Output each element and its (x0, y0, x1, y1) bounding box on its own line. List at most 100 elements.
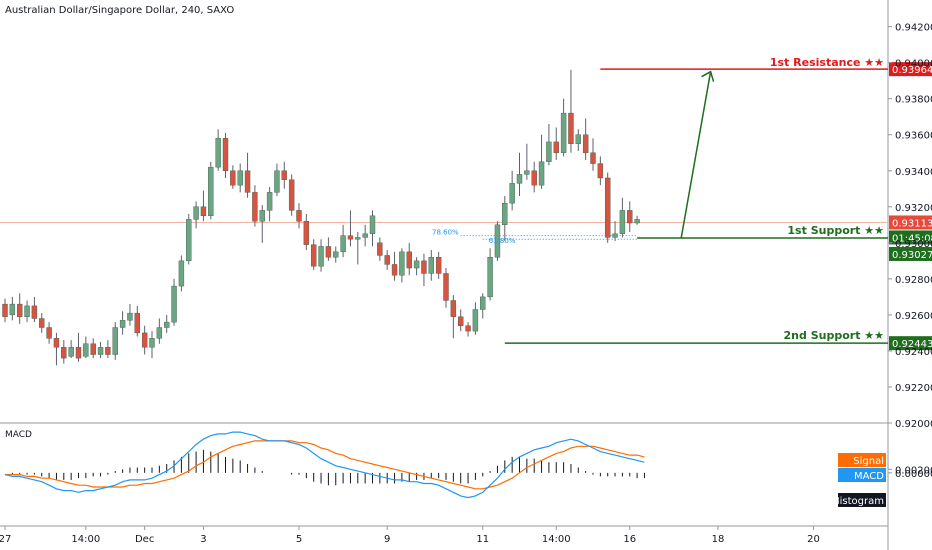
candle (17, 293, 23, 324)
candle-body (531, 170, 537, 186)
candle-body (68, 347, 74, 357)
candle (112, 322, 118, 360)
countdown-tag: 01:45:08 (889, 230, 932, 245)
candle (2, 298, 8, 323)
time-tick-label: 11 (476, 534, 489, 545)
candle (582, 118, 589, 160)
candle (274, 163, 280, 196)
candle-body (369, 215, 376, 235)
candle-body (119, 320, 126, 328)
candle-body (384, 255, 390, 265)
candle (516, 152, 523, 196)
candle (502, 195, 508, 242)
candle (399, 248, 405, 283)
candle-body (524, 170, 530, 175)
candle-body (39, 318, 45, 328)
candle (384, 250, 390, 270)
candle (494, 221, 501, 261)
candle (230, 165, 236, 189)
time-tick-label: 3 (200, 534, 206, 545)
candlestick-series (2, 69, 640, 366)
candle-body (178, 260, 185, 287)
countdown-tag-text: 01:45:08 (892, 233, 932, 244)
candle (568, 69, 574, 153)
candle-body (9, 303, 16, 316)
signal-legend: Signal (838, 453, 886, 467)
candle-body (318, 246, 324, 267)
candle (428, 250, 434, 281)
candle (627, 201, 633, 233)
candle (252, 185, 258, 227)
candle-body (252, 192, 258, 222)
candle (75, 332, 82, 362)
candle-body (149, 338, 155, 348)
chart-title: Australian Dollar/Singapore Dollar, 240,… (5, 5, 235, 16)
time-tick-label: 5 (296, 534, 302, 545)
candle-body (156, 327, 163, 339)
candle-body (465, 325, 471, 332)
candle-body (325, 246, 332, 258)
candle (450, 295, 457, 339)
candle-body (502, 202, 508, 226)
candle-body (141, 332, 148, 348)
macd-line (4, 431, 645, 499)
candle (149, 331, 155, 359)
candle (369, 210, 376, 247)
candle (553, 127, 559, 160)
candle (472, 302, 479, 335)
time-tick-label: 14:00 (71, 534, 100, 545)
candle (303, 214, 310, 251)
candle-body (163, 321, 170, 328)
candle (61, 340, 67, 364)
candle (597, 156, 604, 186)
candle (590, 138, 596, 171)
candle (281, 161, 287, 189)
candle (487, 248, 493, 301)
candle (619, 197, 626, 238)
support1-price-tag-bg (889, 246, 932, 261)
candle-body (127, 312, 133, 321)
candle-body (17, 303, 23, 317)
candle-body (200, 206, 207, 217)
candle-body (134, 312, 141, 334)
candle (458, 309, 464, 332)
time-tick-label: 14:00 (542, 534, 571, 545)
candle (377, 237, 383, 261)
candle-body (244, 170, 251, 193)
candle-body (509, 183, 515, 204)
candle-body (222, 138, 229, 171)
candle (53, 332, 60, 366)
current-price-tag-bg (889, 215, 932, 230)
candle (39, 313, 45, 333)
time-tick-label: Dec (135, 534, 154, 545)
countdown-tag-bg (889, 230, 932, 245)
macd-title: MACD (5, 430, 32, 440)
candle-body (230, 170, 236, 186)
candle (24, 300, 30, 323)
candle-body (288, 179, 295, 211)
candle-body (112, 327, 118, 355)
candle-body (450, 300, 457, 317)
histogram-legend-text: Histogram (832, 496, 884, 507)
time-tick-label: 18 (712, 534, 725, 545)
candle-body (46, 327, 52, 339)
current-price-tag-text: 0.93113 (892, 218, 932, 229)
candle-body (186, 219, 192, 262)
candle-body (193, 206, 199, 220)
candle-body (480, 296, 486, 310)
candle (97, 341, 104, 359)
candle (509, 170, 515, 211)
histogram-legend-bg (838, 493, 886, 507)
candle (560, 98, 567, 157)
candle (311, 239, 317, 270)
candle (119, 311, 126, 335)
